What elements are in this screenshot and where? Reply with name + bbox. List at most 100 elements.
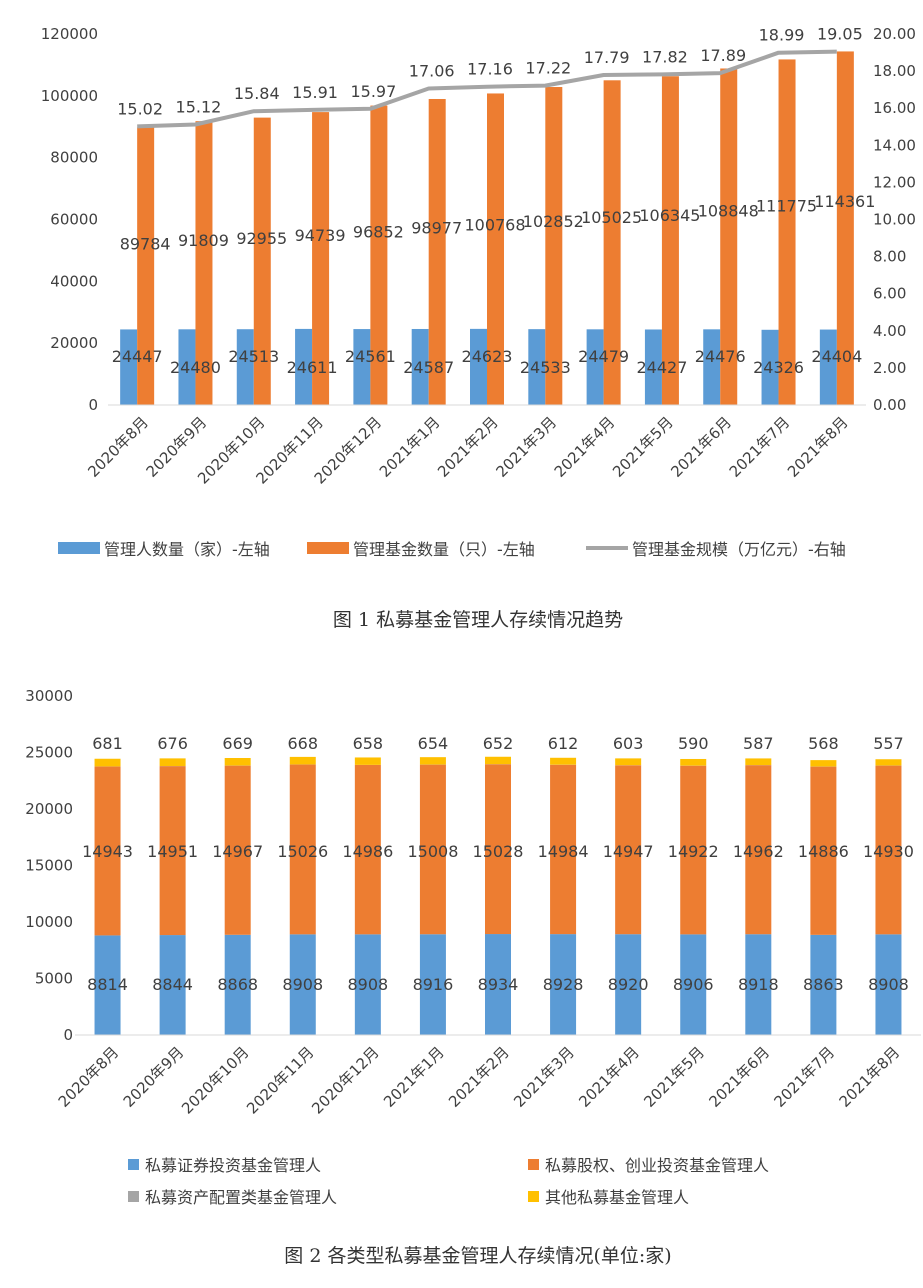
left-y-tick-label: 80000 [50, 149, 98, 167]
x-tick-label: 2020年9月 [120, 1043, 188, 1111]
scale-data-label: 17.16 [467, 60, 513, 79]
manager-data-label: 24611 [287, 358, 338, 377]
left-y-tick-label: 40000 [50, 272, 98, 290]
x-tick-label: 2021年5月 [640, 1043, 708, 1111]
other-data-label: 603 [613, 734, 644, 753]
fund-data-label: 111775 [756, 196, 817, 215]
other-data-label: 681 [92, 734, 123, 753]
right-y-tick-label: 8.00 [873, 248, 906, 266]
legend-swatch-other [528, 1191, 539, 1202]
other-segment [289, 756, 316, 765]
securities-segment [159, 935, 186, 1035]
legend-label-allocation: 私募资产配置类基金管理人 [145, 1188, 337, 1207]
other-segment [615, 758, 642, 766]
x-tick-label: 2021年1月 [380, 1043, 448, 1111]
x-tick-label: 2021年7月 [771, 1043, 839, 1111]
manager-bar [411, 328, 429, 405]
manager-bar [528, 329, 546, 405]
x-tick-label: 2021年3月 [492, 413, 560, 481]
scale-data-label: 19.05 [817, 25, 863, 44]
manager-data-label: 24447 [112, 347, 163, 366]
scale-data-label: 15.97 [350, 82, 396, 101]
right-y-tick-label: 6.00 [873, 285, 906, 303]
securities-data-label: 8814 [87, 975, 128, 994]
scale-data-label: 17.79 [584, 48, 630, 67]
securities-segment [680, 934, 707, 1035]
equity-segment [94, 766, 121, 936]
other-data-label: 612 [548, 734, 579, 753]
equity-data-label: 14930 [863, 842, 914, 861]
legend-label-managers: 管理人数量（家）-左轴 [104, 540, 270, 559]
right-y-tick-label: 16.00 [873, 99, 916, 117]
right-y-tick-label: 0.00 [873, 396, 906, 414]
x-tick-label: 2020年8月 [84, 413, 152, 481]
x-tick-label: 2021年6月 [667, 413, 735, 481]
manager-bar [120, 329, 138, 405]
securities-data-label: 8868 [217, 975, 258, 994]
fund-bar [137, 127, 155, 406]
equity-data-label: 14986 [342, 842, 393, 861]
equity-segment [224, 765, 251, 935]
manager-bar [178, 329, 196, 405]
fund-data-label: 94739 [295, 226, 346, 245]
x-tick-label: 2021年1月 [376, 413, 444, 481]
legend-label-other: 其他私募基金管理人 [545, 1188, 689, 1207]
manager-data-label: 24476 [695, 347, 746, 366]
x-tick-label: 2021年4月 [551, 413, 619, 481]
equity-data-label: 14984 [538, 842, 589, 861]
equity-segment [550, 764, 577, 935]
left-y-tick-label: 60000 [50, 211, 98, 229]
fund-data-label: 92955 [236, 229, 287, 248]
other-segment [680, 758, 707, 766]
other-data-label: 669 [222, 734, 253, 753]
securities-data-label: 8844 [152, 975, 193, 994]
fund-bar [428, 98, 446, 406]
figure-2-caption: 图 2 各类型私募基金管理人存续情况(单位:家) [284, 1245, 671, 1267]
manager-bar [470, 328, 487, 405]
chart1-legend: 管理人数量（家）-左轴 管理基金数量（只）-左轴 管理基金规模（万亿元）-右轴 [58, 540, 846, 559]
securities-data-label: 8934 [478, 975, 519, 994]
equity-segment [615, 765, 642, 935]
securities-data-label: 8916 [413, 975, 454, 994]
x-tick-label: 2021年2月 [434, 413, 502, 481]
equity-data-label: 14947 [603, 842, 654, 861]
right-y-tick-label: 20.00 [873, 25, 916, 43]
equity-segment [485, 764, 511, 935]
fund-bar [312, 112, 330, 405]
manager-data-label: 24404 [811, 347, 862, 366]
fund-data-label: 114361 [814, 192, 875, 211]
other-segment [224, 758, 251, 766]
legend-label-securities: 私募证券投资基金管理人 [145, 1156, 321, 1175]
manager-data-label: 24513 [228, 347, 279, 366]
other-segment [354, 757, 381, 765]
securities-data-label: 8928 [543, 975, 584, 994]
scale-data-label: 15.84 [234, 84, 280, 103]
right-y-tick-label: 12.00 [873, 173, 916, 191]
securities-data-label: 8906 [673, 975, 714, 994]
manager-data-label: 24479 [578, 347, 629, 366]
fund-data-label: 102852 [523, 212, 584, 231]
legend-label-equity: 私募股权、创业投资基金管理人 [545, 1156, 769, 1175]
right-y-tick-label: 14.00 [873, 136, 916, 154]
manager-data-label: 24533 [520, 358, 571, 377]
equity-data-label: 14951 [147, 842, 198, 861]
scale-data-label: 17.22 [525, 59, 571, 78]
securities-segment [615, 934, 642, 1035]
legend-swatch-securities [128, 1159, 139, 1170]
other-data-label: 668 [287, 734, 318, 753]
chart1-x-axis: 2020年8月2020年9月2020年10月2020年11月2020年12月20… [84, 404, 866, 488]
other-data-label: 654 [418, 734, 449, 753]
securities-segment [354, 934, 381, 1035]
other-data-label: 652 [483, 734, 514, 753]
securities-data-label: 8863 [803, 975, 844, 994]
securities-data-label: 8918 [738, 975, 779, 994]
legend-swatch-equity [528, 1159, 539, 1170]
securities-segment [94, 935, 121, 1035]
fund-bar [720, 68, 738, 405]
y-tick-label: 0 [63, 1026, 73, 1044]
other-segment [159, 758, 186, 767]
other-segment [875, 759, 902, 766]
other-data-label: 590 [678, 734, 709, 753]
